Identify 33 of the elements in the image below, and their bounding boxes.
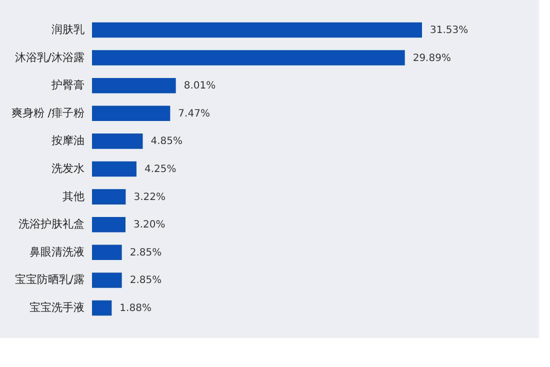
bar: [92, 300, 112, 316]
bar: [92, 216, 126, 232]
y-tick-label: 爽身粉 /痱子粉: [11, 106, 84, 120]
data-label: 4.85%: [150, 136, 183, 148]
y-tick-label: 洗发水: [52, 162, 84, 175]
bar: [92, 161, 136, 177]
bar: [92, 272, 122, 288]
y-tick-label: 鼻眼清洗液: [30, 245, 84, 258]
y-tick-label: 润肤乳: [52, 22, 84, 36]
bar: [92, 106, 170, 122]
bar: [92, 189, 126, 204]
data-label: 31.53%: [430, 24, 468, 36]
bar: [92, 50, 405, 66]
bar: [92, 22, 422, 38]
bar: [92, 244, 122, 260]
data-label: 1.88%: [120, 303, 152, 314]
y-tick-label: 沐浴乳/沐浴露: [14, 50, 84, 64]
y-tick-label: 洗浴护肤礼盒: [18, 218, 84, 231]
y-tick-label: 宝宝洗手液: [30, 301, 84, 314]
data-label: 2.85%: [130, 247, 162, 258]
bar: [92, 78, 176, 94]
y-tick-label: 宝宝防晒乳/露: [14, 273, 84, 286]
data-label: 3.22%: [134, 192, 166, 203]
data-label: 29.89%: [412, 52, 451, 64]
data-label: 4.25%: [144, 164, 176, 175]
data-label: 7.47%: [178, 108, 210, 120]
y-tick-label: 护臀膏: [50, 78, 84, 92]
data-label: 3.20%: [133, 220, 166, 231]
bar: [92, 134, 143, 149]
data-label: 2.85%: [130, 275, 162, 286]
data-label: 8.01%: [184, 80, 216, 92]
y-tick-label: 按摩油: [52, 134, 84, 148]
y-tick-label: 其他: [62, 190, 84, 203]
